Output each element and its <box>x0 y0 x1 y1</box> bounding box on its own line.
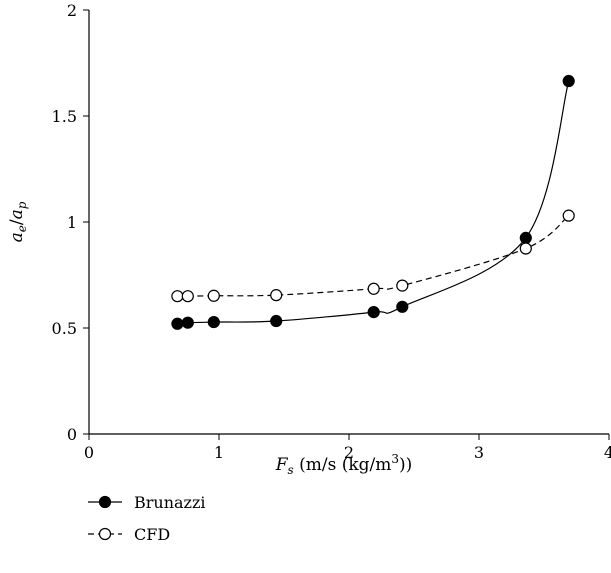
data-point <box>367 306 380 319</box>
data-point <box>207 289 220 302</box>
x-tick-label: 1 <box>214 443 224 462</box>
legend-label: Brunazzi <box>134 493 206 512</box>
series-layer <box>171 74 575 330</box>
x-title-close: )) <box>399 455 412 475</box>
y-ticks: 0 0.5 1 1.5 2 <box>52 1 89 444</box>
legend-marker <box>98 527 112 541</box>
x-title-sup: 3 <box>391 452 399 466</box>
legend-item-cfd: CFD <box>88 525 170 544</box>
x-axis-title: Fs (m/s (kg/m3)) <box>275 452 413 477</box>
data-point <box>171 290 184 303</box>
data-point <box>181 290 194 303</box>
x-ticks: 0 1 2 3 4 <box>84 434 611 462</box>
data-point <box>519 231 532 244</box>
y-title-a2: a <box>7 209 27 219</box>
plot-area: 0 1 2 3 4 0 0.5 1 1.5 2 <box>52 1 611 462</box>
y-title-a1: a <box>7 232 27 242</box>
y-title-sub2: p <box>15 201 29 209</box>
legend-item-brunazzi: Brunazzi <box>88 493 206 512</box>
data-point <box>562 209 575 222</box>
data-point <box>270 289 283 302</box>
data-point <box>270 314 283 328</box>
series-brunazzi <box>171 74 575 330</box>
data-point <box>519 242 532 255</box>
x-tick-label: 2 <box>344 443 354 462</box>
x-tick-label: 0 <box>84 443 94 462</box>
x-title-units: (m/s (kg/m <box>294 455 392 475</box>
data-point <box>181 316 194 329</box>
data-point <box>171 317 184 330</box>
legend: Brunazzi CFD <box>88 493 206 544</box>
y-title-slash: / <box>7 219 27 225</box>
y-tick-label: 1 <box>67 213 77 232</box>
y-tick-label: 1.5 <box>52 107 77 126</box>
x-tick-label: 3 <box>474 443 484 462</box>
data-point <box>207 315 220 329</box>
data-point <box>396 279 409 292</box>
series-cfd <box>171 209 575 303</box>
data-point <box>396 300 409 313</box>
x-title-main: F <box>275 455 289 475</box>
y-tick-label: 2 <box>67 1 77 20</box>
x-tick-label: 4 <box>604 443 611 462</box>
legend-label: CFD <box>134 525 170 544</box>
y-tick-label: 0.5 <box>52 319 77 338</box>
data-point <box>367 282 380 295</box>
y-tick-label: 0 <box>67 425 77 444</box>
y-axis-title: ae/ap <box>7 201 29 242</box>
y-title-sub1: e <box>15 225 29 232</box>
x-title-sub: s <box>288 463 294 477</box>
legend-marker <box>98 495 112 509</box>
data-point <box>562 74 575 88</box>
